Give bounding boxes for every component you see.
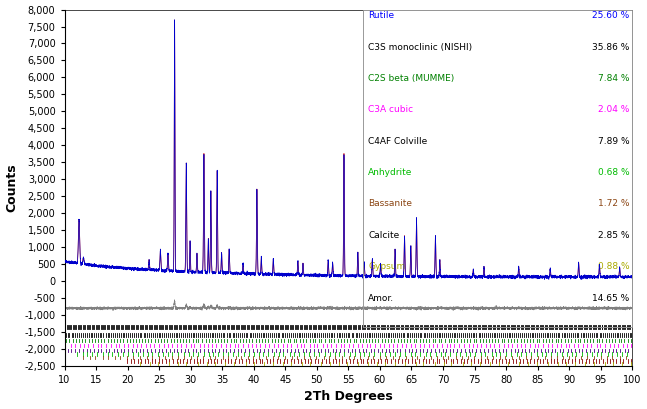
Text: Amor.: Amor. [368,294,395,303]
Text: 14.65 %: 14.65 % [592,294,630,303]
Text: C3S monoclinic (NISHI): C3S monoclinic (NISHI) [368,43,472,52]
Text: C4AF Colville: C4AF Colville [368,137,428,146]
Y-axis label: Counts: Counts [6,164,19,212]
Text: 2.04 %: 2.04 % [598,106,630,115]
Text: C3A cubic: C3A cubic [368,106,413,115]
Text: 7.84 %: 7.84 % [598,74,630,83]
Text: 7.89 %: 7.89 % [598,137,630,146]
Text: 2.85 %: 2.85 % [598,231,630,240]
Text: 0.68 %: 0.68 % [598,168,630,177]
Text: Calcite: Calcite [368,231,399,240]
Text: 1.72 %: 1.72 % [598,200,630,209]
Text: Rutile: Rutile [368,11,395,20]
Text: 0.88 %: 0.88 % [598,262,630,271]
Text: C2S beta (MUMME): C2S beta (MUMME) [368,74,454,83]
Text: 25.60 %: 25.60 % [592,11,630,20]
Text: Bassanite: Bassanite [368,200,412,209]
X-axis label: 2Th Degrees: 2Th Degrees [304,391,393,403]
Text: Anhydrite: Anhydrite [368,168,413,177]
Text: Gypsum: Gypsum [368,262,406,271]
Text: 35.86 %: 35.86 % [592,43,630,52]
